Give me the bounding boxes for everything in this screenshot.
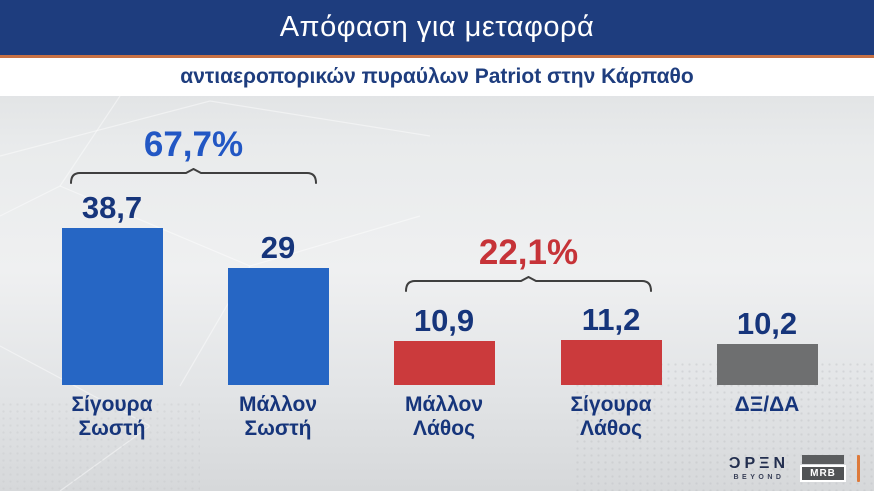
group-annotation-wrong: 22,1% <box>405 235 652 292</box>
subtitle-bar: αντιαεροπορικών πυραύλων Patriot στην Κά… <box>0 58 874 96</box>
bracket <box>405 276 652 292</box>
bar-category-label: ΔΞ/ΔΑ <box>734 393 800 416</box>
bar-column-dxda: 10,2 ΔΞ/ΔΑ <box>697 306 837 416</box>
title-bar: Απόφαση για μεταφορά <box>0 0 874 55</box>
bar <box>227 268 329 385</box>
mrb-logo: MRB <box>800 455 846 482</box>
bar-category-label: Σίγουρα Λάθος <box>570 393 652 440</box>
bar-column-mallon-lathos: 10,9 Μάλλον Λάθος <box>374 303 514 440</box>
bar-value: 10,9 <box>413 303 475 338</box>
open-tv-logo: ƆPΞN BEYOND <box>728 455 789 482</box>
bar <box>560 340 662 385</box>
bar-value: 38,7 <box>81 190 143 225</box>
bar <box>61 228 163 385</box>
page-title: Απόφαση για μεταφορά <box>279 11 595 43</box>
bar-value: 10,2 <box>736 306 798 341</box>
bar-chart: 67,7% 22,1% 38,7 Σίγουρα Σωστή 29 <box>0 96 874 491</box>
footer-logos: ƆPΞN BEYOND MRB <box>729 455 860 482</box>
bar-category-label: Σίγουρα Σωστή <box>71 393 153 440</box>
bar-value: 29 <box>260 230 296 265</box>
accent-divider <box>0 55 874 58</box>
mrb-logo-stripe <box>802 455 844 464</box>
page-subtitle: αντιαεροπορικών πυραύλων Patriot στην Κά… <box>180 65 694 88</box>
bar <box>393 341 495 385</box>
bracket <box>70 168 317 184</box>
group-total-label: 67,7% <box>143 125 244 164</box>
group-total-label: 22,1% <box>478 233 579 272</box>
bar-category-label: Μάλλον Σωστή <box>238 393 317 440</box>
group-annotation-correct: 67,7% <box>70 127 317 184</box>
bar-value: 11,2 <box>581 302 641 337</box>
bar <box>716 344 818 385</box>
bar-column-sigoura-sosti: 38,7 Σίγουρα Σωστή <box>42 190 182 440</box>
orange-accent-bar <box>857 455 860 482</box>
bar-column-sigoura-lathos: 11,2 Σίγουρα Λάθος <box>541 302 681 440</box>
bar-category-label: Μάλλον Λάθος <box>404 393 483 440</box>
bar-column-mallon-sosti: 29 Μάλλον Σωστή <box>208 230 348 440</box>
